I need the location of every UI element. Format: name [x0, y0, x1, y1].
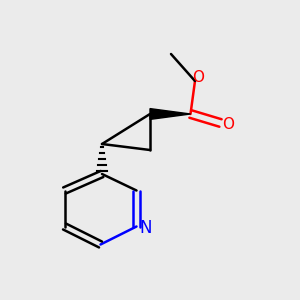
- Text: O: O: [222, 117, 234, 132]
- Text: N: N: [139, 219, 152, 237]
- Polygon shape: [150, 109, 190, 119]
- Text: O: O: [192, 70, 204, 86]
